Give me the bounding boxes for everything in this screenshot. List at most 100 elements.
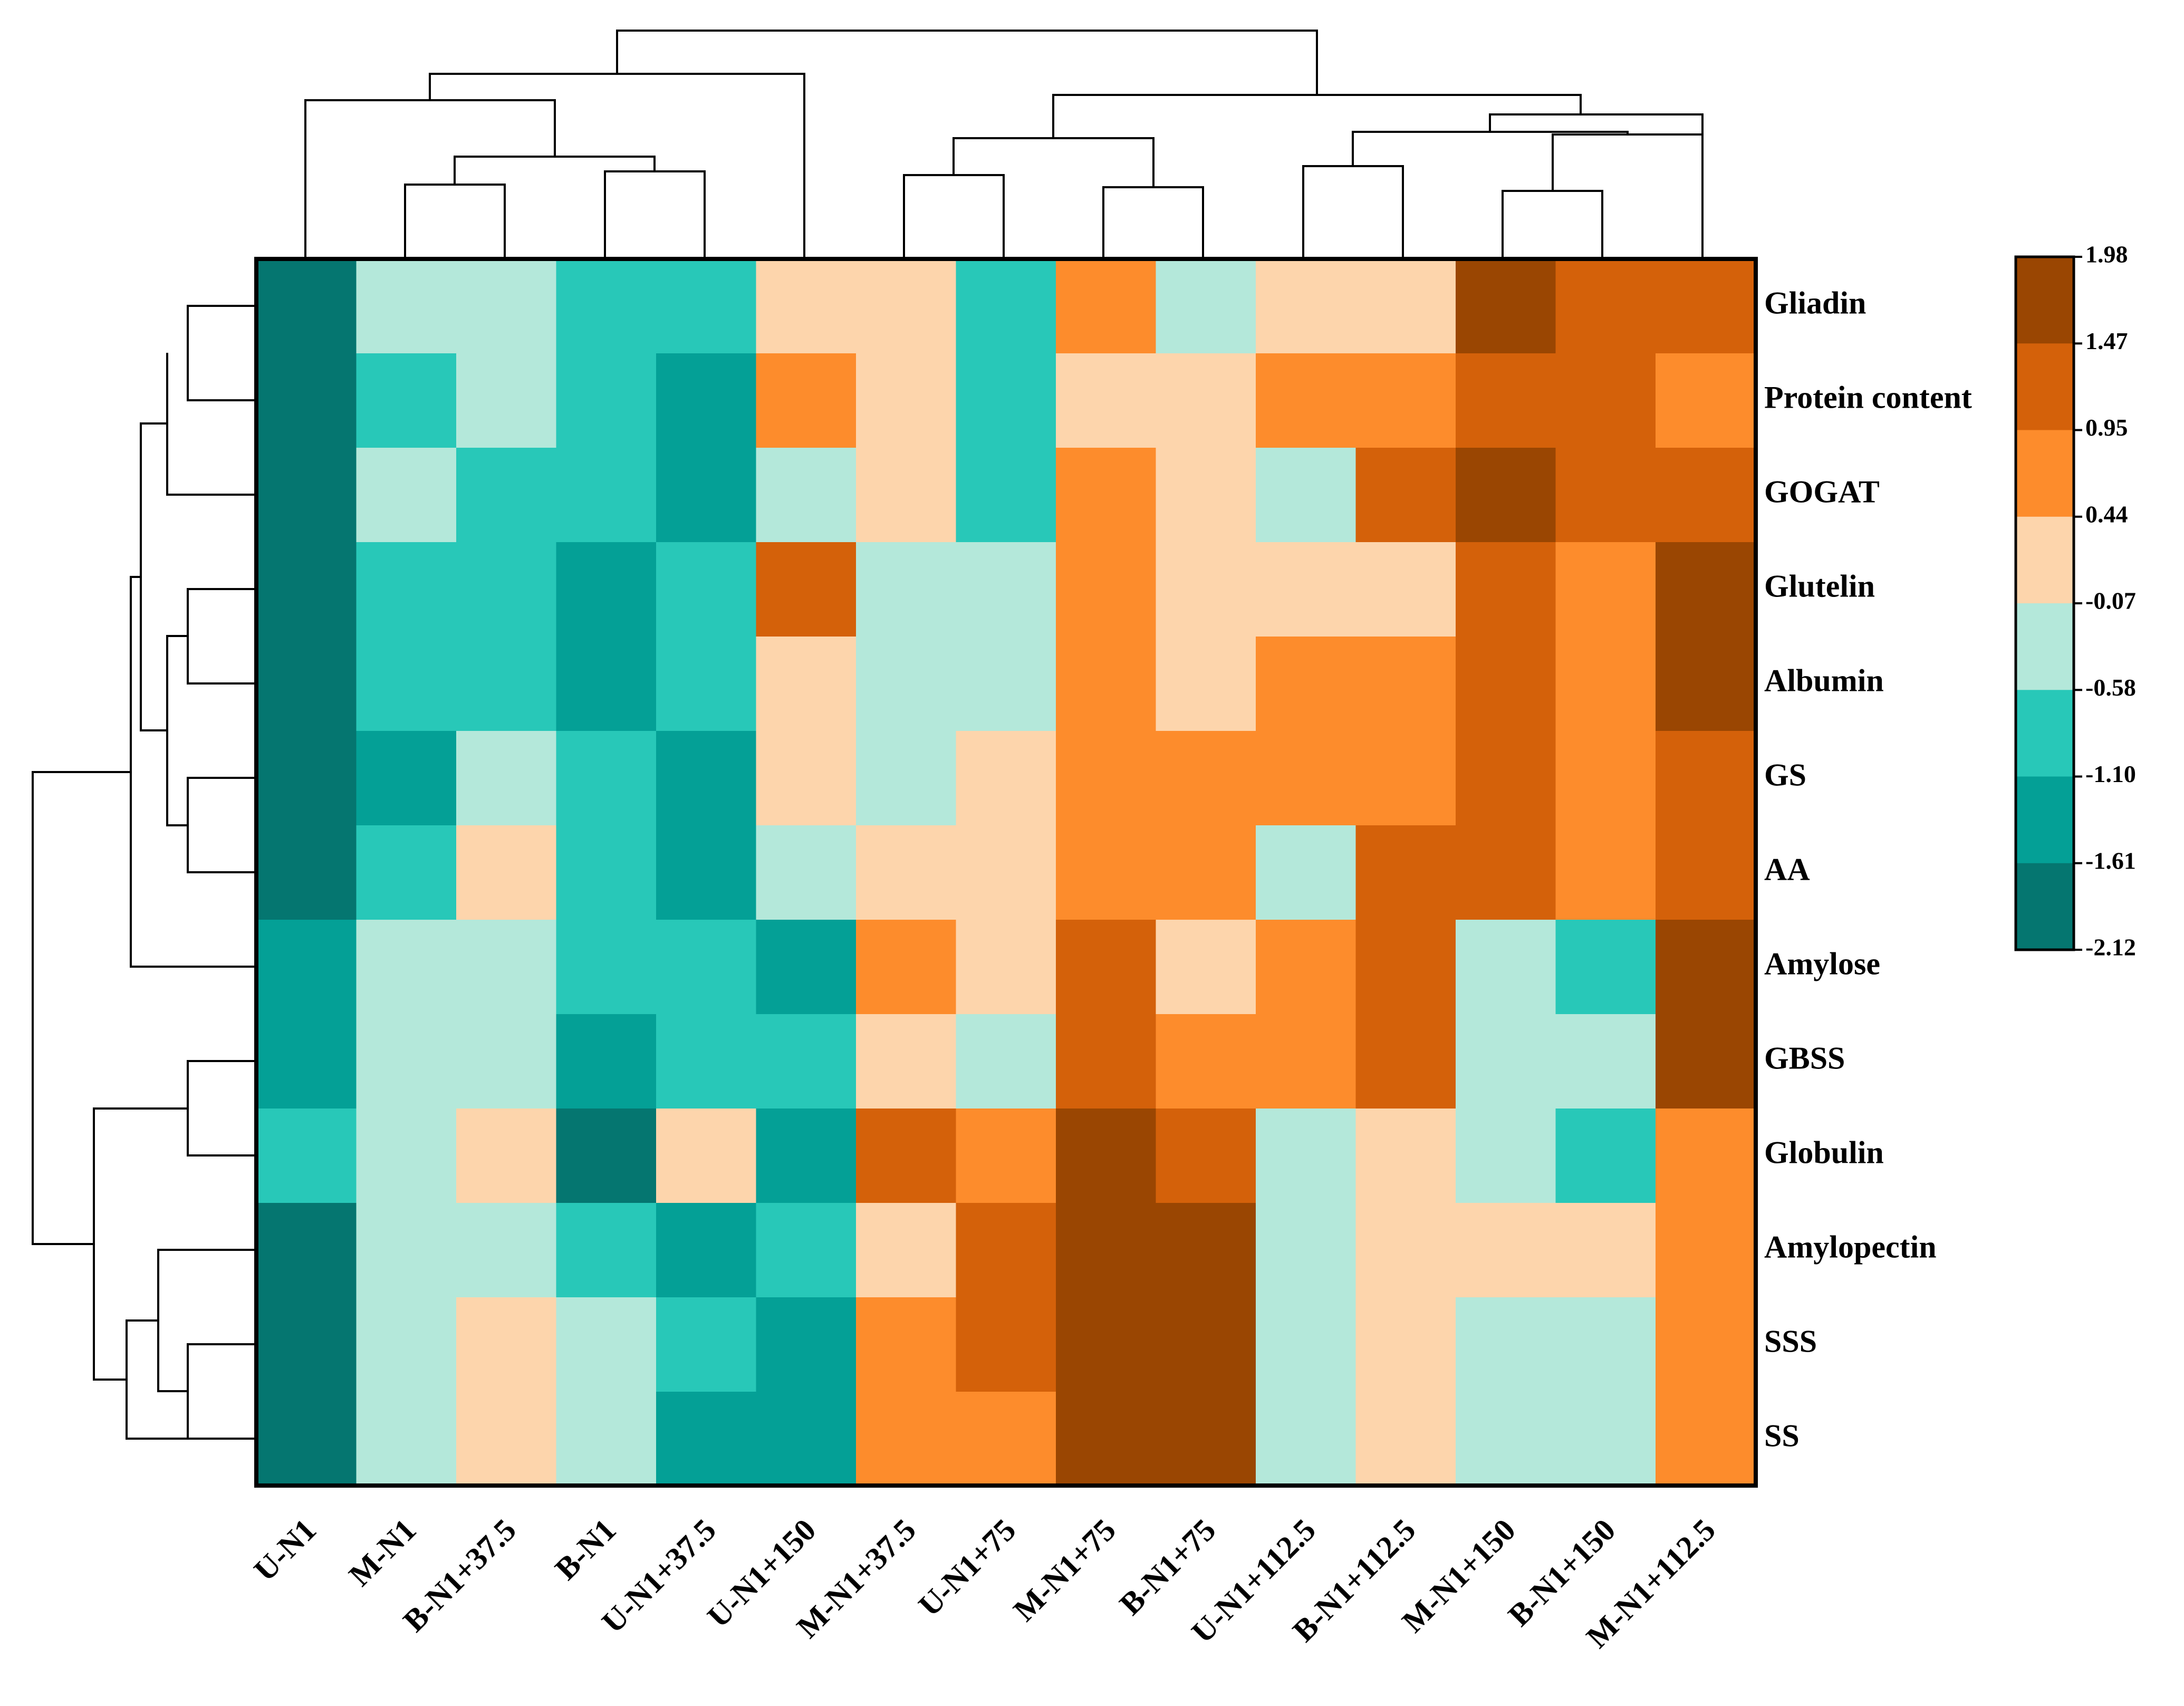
- heatmap-cell: [1355, 542, 1456, 637]
- heatmap-cell: [1056, 731, 1157, 826]
- heatmap-cell: [1555, 259, 1656, 354]
- heatmap-cell: [456, 1014, 557, 1109]
- row-dendro-link: [187, 1343, 256, 1440]
- heatmap-cell: [256, 731, 357, 826]
- heatmap-cell: [956, 353, 1056, 448]
- row-dendro-link: [126, 1319, 256, 1440]
- row-label: Amylopectin: [1764, 1229, 1937, 1264]
- colorbar-tick-label: 1.47: [2085, 327, 2128, 354]
- column-label: B-N1: [549, 1512, 623, 1587]
- heatmap-cell: [1156, 637, 1256, 731]
- heatmap-cell: [356, 731, 457, 826]
- heatmap-cell: [1456, 1109, 1556, 1203]
- heatmap-cell: [1456, 259, 1556, 354]
- heatmap-cell: [1156, 825, 1256, 920]
- heatmap-cell: [756, 637, 857, 731]
- heatmap-cell: [1156, 353, 1256, 448]
- heatmap-cell: [256, 542, 357, 637]
- heatmap-cell: [456, 637, 557, 731]
- heatmap-cell: [256, 1392, 357, 1487]
- row-dendro-link: [187, 305, 256, 401]
- row-dendro-link: [166, 353, 256, 496]
- heatmap-cell: [1355, 1109, 1456, 1203]
- heatmap-cell: [856, 731, 957, 826]
- heatmap-cell: [1156, 259, 1256, 354]
- heatmap-cell: [1156, 731, 1256, 826]
- heatmap-cell: [556, 731, 657, 826]
- col-dendro-link: [1552, 133, 1704, 257]
- heatmap-cell: [856, 1297, 957, 1392]
- colorbar-swatch: [2016, 690, 2074, 777]
- col-dendro-link: [903, 174, 1005, 257]
- heatmap-frame: [254, 257, 1758, 1488]
- heatmap-cell: [956, 1109, 1056, 1203]
- heatmap-cell: [256, 825, 357, 920]
- heatmap-cell: [956, 731, 1056, 826]
- colorbar-tick-label: 0.95: [2085, 414, 2128, 441]
- row-label: GOGAT: [1764, 474, 1880, 509]
- row-label: Protein content: [1764, 380, 1972, 415]
- heatmap-cell: [256, 920, 357, 1015]
- heatmap-cell: [956, 1392, 1056, 1487]
- colorbar-tick-label: 0.44: [2085, 500, 2128, 527]
- col-dendro-link: [1102, 186, 1204, 257]
- heatmap-cell: [956, 825, 1056, 920]
- heatmap-cell: [1056, 1014, 1157, 1109]
- colorbar-swatch: [2016, 257, 2074, 344]
- heatmap-cell: [656, 1109, 757, 1203]
- heatmap-cell: [1555, 637, 1656, 731]
- heatmap-cell: [1256, 542, 1356, 637]
- heatmap-cell: [356, 448, 457, 543]
- heatmap-cell: [556, 353, 657, 448]
- heatmap-cell: [456, 920, 557, 1015]
- heatmap-cell: [1355, 353, 1456, 448]
- heatmap-cell: [856, 259, 957, 354]
- heatmap-cell: [1355, 448, 1456, 543]
- heatmap-cell: [756, 1297, 857, 1392]
- heatmap-cell: [1656, 1297, 1756, 1392]
- heatmap-cell: [1256, 448, 1356, 543]
- heatmap-cell: [956, 1203, 1056, 1298]
- heatmap-cell: [556, 1014, 657, 1109]
- col-dendro-link: [616, 30, 1318, 95]
- heatmap-cell: [1456, 1392, 1556, 1487]
- heatmap-cell: [1056, 1297, 1157, 1392]
- heatmap-cell: [1656, 731, 1756, 826]
- col-dendro-link: [1352, 131, 1629, 166]
- row-label: Amylose: [1764, 946, 1880, 981]
- heatmap-cell: [856, 1014, 957, 1109]
- heatmap-cell: [1056, 1203, 1157, 1298]
- column-label: U-N1+75: [912, 1512, 1023, 1623]
- heatmap-cell: [756, 920, 857, 1015]
- heatmap-cell: [656, 542, 757, 637]
- heatmap-cell: [256, 637, 357, 731]
- heatmap-cell: [1555, 542, 1656, 637]
- colorbar: 1.98 1.47 0.95 0.44 -0.07 -0.58 -1.10 -1.61 -2.1…: [2014, 241, 2136, 961]
- heatmap-cell: [456, 259, 557, 354]
- heatmap-cell: [1256, 353, 1356, 448]
- heatmap-cell: [1056, 1392, 1157, 1487]
- heatmap-cell: [1056, 353, 1157, 448]
- heatmap-cell: [356, 1014, 457, 1109]
- heatmap-cell: [1456, 1297, 1556, 1392]
- heatmap-cell: [456, 1297, 557, 1392]
- col-dendro-link: [604, 170, 706, 257]
- colorbar-swatches: [2016, 257, 2074, 950]
- colorbar-tick-label: -1.10: [2085, 760, 2136, 787]
- heatmap-cell: [556, 448, 657, 543]
- row-label: Gliadin: [1764, 285, 1866, 320]
- col-dendro-link: [1502, 190, 1603, 257]
- heatmap-cell: [1056, 637, 1157, 731]
- heatmap-cell: [1355, 920, 1456, 1015]
- heatmap-cell: [1555, 353, 1656, 448]
- row-label: GS: [1764, 757, 1806, 792]
- heatmap-cell: [256, 448, 357, 543]
- heatmap-cell: [356, 353, 457, 448]
- heatmap-cell: [456, 542, 557, 637]
- heatmap-cell: [656, 637, 757, 731]
- heatmap-cell: [1056, 920, 1157, 1015]
- column-label: U-N1: [247, 1512, 323, 1588]
- row-dendro-link: [187, 1060, 256, 1156]
- heatmap-cell: [1355, 1014, 1456, 1109]
- heatmap-cell: [556, 1203, 657, 1298]
